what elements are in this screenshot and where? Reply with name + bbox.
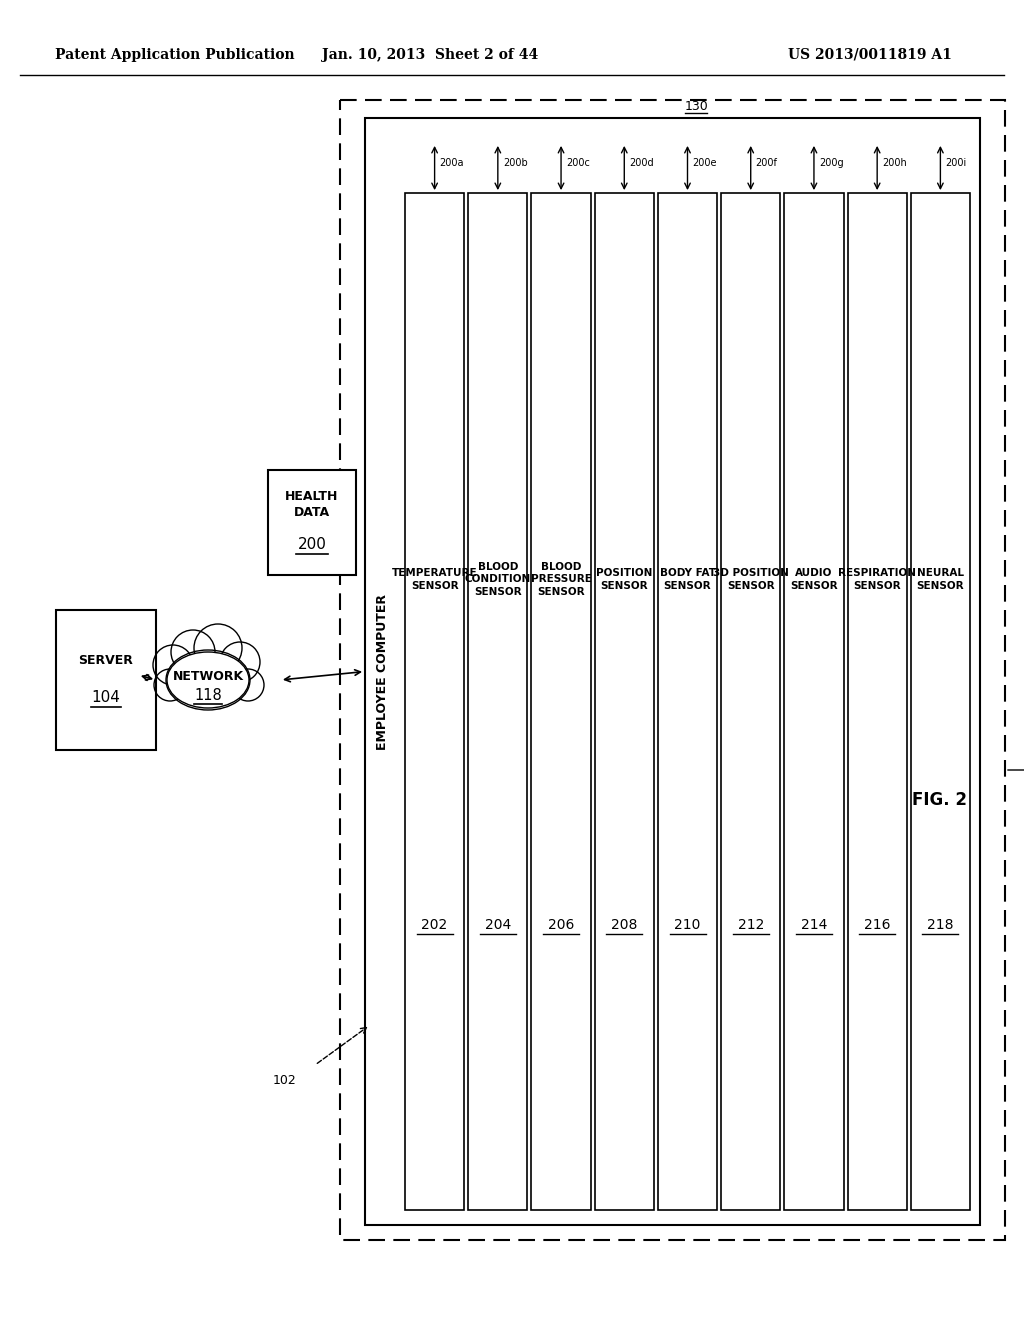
Ellipse shape bbox=[166, 649, 250, 710]
Text: RESPIRATION
SENSOR: RESPIRATION SENSOR bbox=[839, 568, 916, 590]
Ellipse shape bbox=[232, 669, 264, 701]
Text: 200b: 200b bbox=[503, 158, 527, 168]
Ellipse shape bbox=[171, 630, 215, 675]
Bar bbox=[910, 193, 970, 1210]
Bar bbox=[784, 193, 844, 1210]
Ellipse shape bbox=[220, 642, 260, 682]
Text: 104: 104 bbox=[91, 690, 121, 705]
Text: 200i: 200i bbox=[945, 158, 967, 168]
Text: US 2013/0011819 A1: US 2013/0011819 A1 bbox=[788, 48, 952, 62]
Text: Patent Application Publication: Patent Application Publication bbox=[55, 48, 295, 62]
Text: 200g: 200g bbox=[819, 158, 844, 168]
Text: BODY FAT
SENSOR: BODY FAT SENSOR bbox=[659, 568, 716, 590]
Bar bbox=[468, 193, 527, 1210]
Text: 214: 214 bbox=[801, 919, 827, 932]
Ellipse shape bbox=[167, 652, 249, 708]
Text: 3D POSITION
SENSOR: 3D POSITION SENSOR bbox=[713, 568, 788, 590]
Text: 208: 208 bbox=[611, 919, 638, 932]
Bar bbox=[721, 193, 780, 1210]
Ellipse shape bbox=[153, 645, 193, 685]
Text: POSITION
SENSOR: POSITION SENSOR bbox=[596, 568, 652, 590]
Text: 202: 202 bbox=[422, 919, 447, 932]
Text: 212: 212 bbox=[737, 919, 764, 932]
Bar bbox=[657, 193, 717, 1210]
Text: 118: 118 bbox=[195, 689, 222, 704]
Bar bbox=[531, 193, 591, 1210]
Text: NEURAL
SENSOR: NEURAL SENSOR bbox=[916, 568, 965, 590]
Bar bbox=[56, 610, 156, 750]
Bar bbox=[595, 193, 654, 1210]
Text: 204: 204 bbox=[484, 919, 511, 932]
Text: AUDIO
SENSOR: AUDIO SENSOR bbox=[791, 568, 838, 590]
Text: EMPLOYEE COMPUTER: EMPLOYEE COMPUTER bbox=[377, 594, 389, 750]
Text: 102: 102 bbox=[273, 1073, 297, 1086]
Bar bbox=[406, 193, 464, 1210]
Text: 218: 218 bbox=[927, 919, 953, 932]
Ellipse shape bbox=[194, 624, 242, 672]
Text: 200e: 200e bbox=[692, 158, 717, 168]
Text: NETWORK: NETWORK bbox=[172, 669, 244, 682]
Text: FIG. 2: FIG. 2 bbox=[912, 791, 968, 809]
Text: 200a: 200a bbox=[439, 158, 464, 168]
Text: 130: 130 bbox=[685, 99, 709, 112]
Text: 216: 216 bbox=[864, 919, 891, 932]
Text: BLOOD
PRESSURE
SENSOR: BLOOD PRESSURE SENSOR bbox=[530, 562, 592, 597]
Text: TEMPERATURE
SENSOR: TEMPERATURE SENSOR bbox=[392, 568, 477, 590]
Text: HEALTH
DATA: HEALTH DATA bbox=[286, 491, 339, 519]
Bar bbox=[365, 117, 980, 1225]
Text: 200: 200 bbox=[298, 537, 327, 552]
Text: 210: 210 bbox=[675, 919, 700, 932]
Bar bbox=[340, 100, 1005, 1239]
Text: 206: 206 bbox=[548, 919, 574, 932]
Text: 200f: 200f bbox=[756, 158, 777, 168]
Text: 200c: 200c bbox=[566, 158, 590, 168]
Bar bbox=[268, 470, 356, 576]
Ellipse shape bbox=[154, 669, 186, 701]
Text: SERVER: SERVER bbox=[79, 653, 133, 667]
Text: BLOOD
CONDITION
SENSOR: BLOOD CONDITION SENSOR bbox=[465, 562, 531, 597]
Text: Jan. 10, 2013  Sheet 2 of 44: Jan. 10, 2013 Sheet 2 of 44 bbox=[322, 48, 539, 62]
Text: 200h: 200h bbox=[882, 158, 907, 168]
Bar bbox=[848, 193, 907, 1210]
Text: 200d: 200d bbox=[630, 158, 654, 168]
